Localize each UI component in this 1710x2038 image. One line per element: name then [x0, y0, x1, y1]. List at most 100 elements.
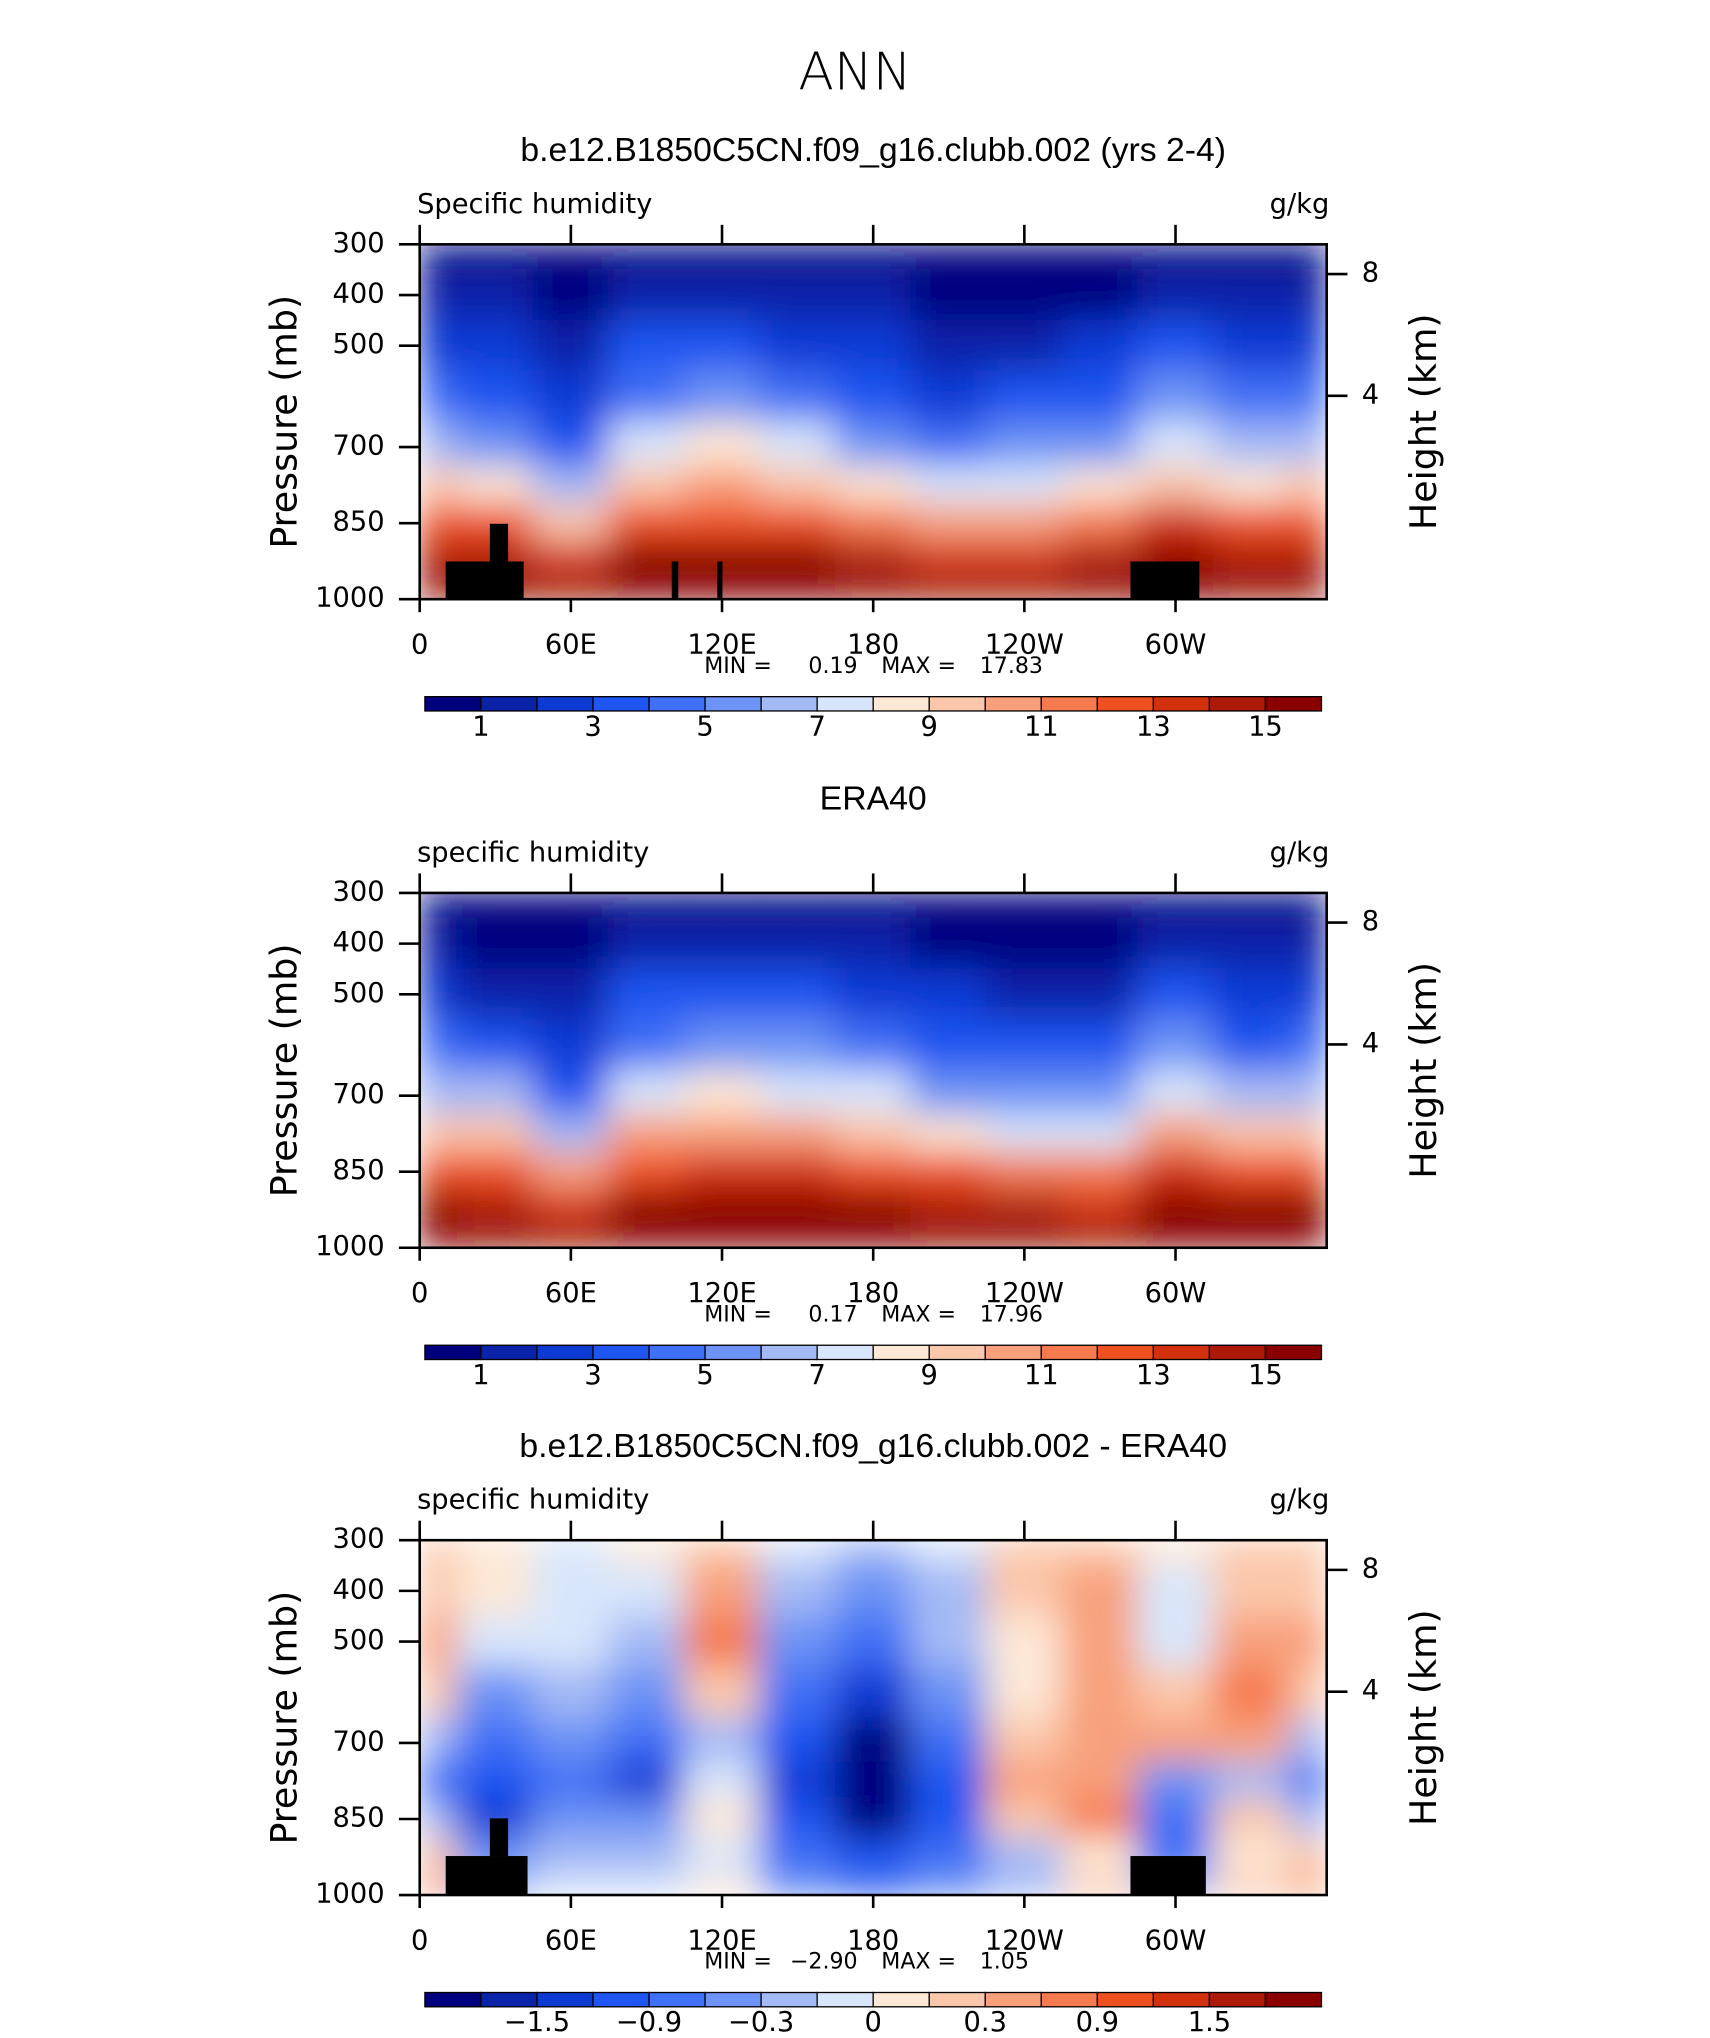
field-cell	[1212, 579, 1290, 600]
colorbar-label: 3	[584, 1360, 601, 1391]
colorbar-label: 9	[921, 1360, 938, 1391]
field-cell	[1288, 1228, 1327, 1248]
field-cell	[1137, 1716, 1214, 1763]
field-cell	[1061, 1114, 1139, 1154]
field-cell	[456, 244, 534, 271]
field-cell	[1288, 503, 1327, 543]
field-cell	[1061, 370, 1139, 423]
field-cell	[683, 1761, 761, 1801]
field-cell	[910, 1799, 988, 1839]
colorbar-label: 1	[472, 1360, 489, 1391]
field-cell	[834, 541, 912, 581]
field-cell	[910, 370, 988, 423]
field-cell	[1137, 1761, 1214, 1801]
field-cell	[1212, 892, 1290, 919]
field-cell	[910, 1875, 988, 1896]
field-cell	[910, 1615, 988, 1668]
field-cell	[1212, 541, 1290, 581]
field-cell	[419, 1666, 459, 1719]
field-cell	[834, 1761, 912, 1801]
max-label: MAX =	[881, 1949, 956, 1975]
y-axis-label: Pressure (mb)	[262, 1591, 305, 1845]
colorbar-box	[1096, 1991, 1155, 2008]
field-cell	[608, 1114, 685, 1154]
field-cell	[419, 1564, 459, 1617]
field-cell	[419, 1019, 459, 1071]
field-cell	[985, 1761, 1063, 1801]
field-cell	[1288, 244, 1327, 271]
field-cell	[985, 541, 1063, 581]
field-cell	[985, 892, 1063, 919]
field-cell	[1288, 579, 1327, 600]
units: g/kg	[1270, 1485, 1330, 1516]
field-cell	[1288, 421, 1327, 467]
field-cell	[1137, 1019, 1214, 1071]
field-cell	[1061, 1019, 1139, 1071]
field-cell	[1212, 1716, 1290, 1763]
variable-name: Specific humidity	[417, 189, 652, 220]
field-cell	[759, 503, 837, 543]
field-cell	[985, 1716, 1063, 1763]
field-cell	[759, 1837, 837, 1877]
field-cell	[1061, 503, 1139, 543]
y2-tick-label: 8	[1362, 906, 1379, 937]
max-value: 1.05	[980, 1949, 1029, 1975]
colorbar-box	[760, 1344, 818, 1361]
field-cell	[1137, 1069, 1214, 1116]
field-cell	[1061, 917, 1139, 970]
colorbar-label: 7	[808, 711, 825, 742]
field-cell	[532, 1875, 610, 1896]
field-cell	[759, 1540, 837, 1567]
colorbar-box	[648, 1344, 706, 1361]
field-cell	[683, 1228, 761, 1248]
field-cell	[1061, 1564, 1139, 1617]
x-tick-label: 120E	[687, 629, 756, 660]
colorbar-box	[1264, 1991, 1323, 2008]
field-cell	[1212, 370, 1290, 423]
field-cell	[1288, 541, 1327, 581]
field-cell	[683, 968, 761, 1021]
field-cell	[910, 1666, 988, 1719]
field-cell	[910, 917, 988, 970]
field-cell	[532, 1761, 610, 1801]
max-label: MAX =	[881, 1301, 956, 1327]
field-cell	[532, 1114, 610, 1154]
field-cell	[532, 579, 610, 600]
field-cell	[1212, 1761, 1290, 1801]
field-cell	[1288, 1152, 1327, 1192]
field-cell	[834, 465, 912, 505]
field-cells	[419, 892, 1327, 1248]
field-cell	[456, 1615, 534, 1668]
field-cell	[419, 968, 459, 1021]
field-cell	[910, 1228, 988, 1248]
y-tick-label: 500	[333, 1625, 385, 1656]
field-cell	[910, 1019, 988, 1071]
y-tick-label: 700	[333, 431, 385, 462]
colorbar-box	[1096, 1344, 1155, 1361]
x-tick-label: 120W	[985, 1278, 1064, 1309]
y-axis-label: Pressure (mb)	[262, 295, 305, 549]
field-cell	[532, 1069, 610, 1116]
max-value: 17.83	[980, 653, 1043, 679]
field-cell	[1288, 1190, 1327, 1230]
field-cell	[834, 503, 912, 543]
field-cell	[985, 1019, 1063, 1071]
field-cell	[1061, 1837, 1139, 1877]
field-cell	[759, 1228, 837, 1248]
y2-axis-label: Height (km)	[1402, 313, 1445, 530]
field-cell	[1288, 1666, 1327, 1719]
field-cell	[910, 319, 988, 372]
field-cell	[759, 917, 837, 970]
field-cell	[910, 1761, 988, 1801]
field-cell	[419, 421, 459, 467]
field-cell	[834, 892, 912, 919]
field-cell	[759, 465, 837, 505]
colorbar-box	[816, 696, 874, 712]
field-cell	[456, 1152, 534, 1192]
field-cell	[608, 1761, 685, 1801]
field-cell	[532, 244, 610, 271]
field-cell	[985, 1540, 1063, 1567]
field-cell	[608, 1540, 685, 1567]
y-tick-label: 850	[333, 507, 385, 538]
field-cell	[985, 1114, 1063, 1154]
